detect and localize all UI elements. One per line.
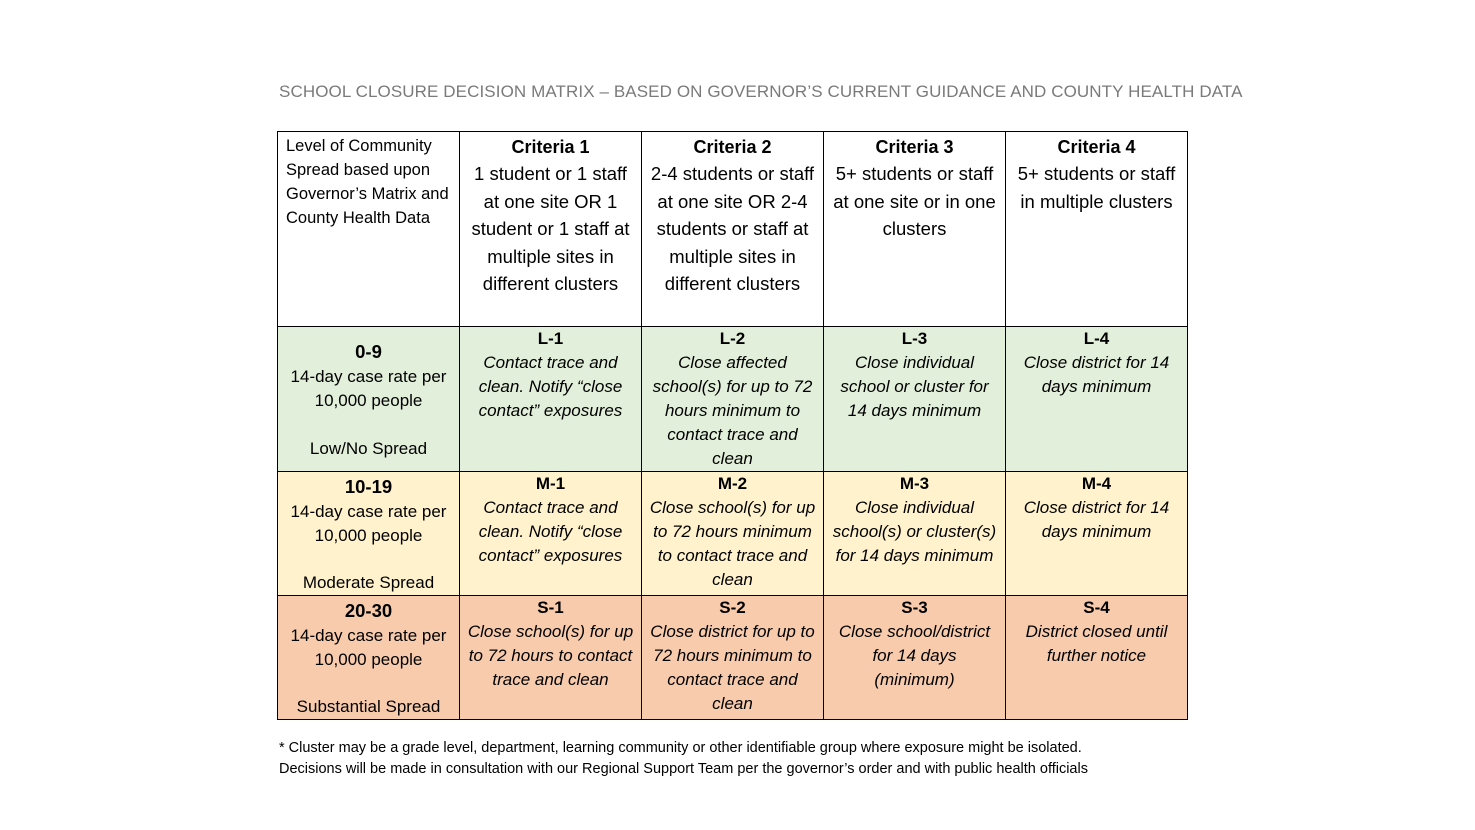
case-rate-range: 10-19 [344, 476, 393, 497]
case-rate-label: 14-day case rate per 10,000 people [290, 626, 447, 669]
action-code: L-1 [537, 329, 564, 348]
action-text: Close individual school(s) or cluster(s)… [832, 498, 997, 565]
footnote: * Cluster may be a grade level, departme… [279, 738, 1279, 780]
spread-level-label: Substantial Spread [296, 697, 441, 716]
action-cell: L-3 Close individual school or cluster f… [823, 326, 1006, 472]
action-cell: L-1 Contact trace and clean. Notify “clo… [459, 326, 642, 472]
spread-level-label: Low/No Spread [309, 439, 428, 458]
action-code: M-4 [1081, 474, 1112, 493]
action-text: Contact trace and clean. Notify “close c… [478, 353, 623, 420]
case-rate-label: 14-day case rate per 10,000 people [290, 367, 447, 410]
action-text: District closed until further notice [1025, 622, 1168, 665]
criteria-header: Criteria 3 5+ students or staff at one s… [823, 131, 1006, 327]
decision-matrix-table: Level of Community Spread based upon Gov… [277, 131, 1188, 720]
action-cell: S-2 Close district for up to 72 hours mi… [641, 595, 824, 720]
action-code: M-3 [899, 474, 930, 493]
criteria-description: 5+ students or staff in multiple cluster… [1017, 163, 1176, 212]
level-row-low: 0-9 14-day case rate per 10,000 people L… [277, 326, 1188, 472]
criteria-description: 5+ students or staff at one site or in o… [833, 163, 996, 239]
action-text: Close school(s) for up to 72 hours to co… [467, 622, 634, 689]
action-code: S-2 [719, 598, 746, 617]
action-cell: M-1 Contact trace and clean. Notify “clo… [459, 471, 642, 596]
criteria-title: Criteria 4 [1057, 137, 1136, 157]
action-code: S-1 [537, 598, 564, 617]
action-code: M-2 [717, 474, 748, 493]
footnote-line: Decisions will be made in consultation w… [279, 761, 1088, 777]
action-text: Close affected school(s) for up to 72 ho… [652, 353, 813, 468]
criteria-title: Criteria 3 [875, 137, 954, 157]
action-cell: S-4 District closed until further notice [1005, 595, 1188, 720]
action-cell: L-2 Close affected school(s) for up to 7… [641, 326, 824, 472]
criteria-description: 2-4 students or staff at one site OR 2-4… [650, 163, 815, 294]
action-text: Close district for 14 days minimum [1023, 498, 1170, 541]
level-cell: 10-19 14-day case rate per 10,000 people… [277, 471, 460, 596]
action-code: S-3 [901, 598, 928, 617]
action-code: M-1 [535, 474, 566, 493]
action-code: L-4 [1083, 329, 1110, 348]
footnote-line: * Cluster may be a grade level, departme… [279, 740, 1082, 756]
page-title: SCHOOL CLOSURE DECISION MATRIX – BASED O… [279, 82, 1243, 101]
action-cell: M-3 Close individual school(s) or cluste… [823, 471, 1006, 596]
action-code: L-2 [719, 329, 746, 348]
action-text: Close district for up to 72 hours minimu… [650, 622, 815, 713]
action-text: Close district for 14 days minimum [1023, 353, 1170, 396]
level-cell: 20-30 14-day case rate per 10,000 people… [277, 595, 460, 720]
action-code: S-4 [1083, 598, 1110, 617]
criteria-header: Criteria 2 2-4 students or staff at one … [641, 131, 824, 327]
action-text: Close individual school or cluster for 1… [840, 353, 989, 420]
criteria-title: Criteria 1 [511, 137, 590, 157]
criteria-header: Criteria 4 5+ students or staff in multi… [1005, 131, 1188, 327]
case-rate-label: 14-day case rate per 10,000 people [290, 502, 447, 545]
level-row-substantial: 20-30 14-day case rate per 10,000 people… [277, 595, 1188, 720]
criteria-header: Criteria 1 1 student or 1 staff at one s… [459, 131, 642, 327]
action-cell: L-4 Close district for 14 days minimum [1005, 326, 1188, 472]
action-cell: S-3 Close school/district for 14 days (m… [823, 595, 1006, 720]
case-rate-range: 20-30 [344, 600, 393, 621]
criteria-description: 1 student or 1 staff at one site OR 1 st… [471, 163, 630, 294]
action-text: Contact trace and clean. Notify “close c… [478, 498, 623, 565]
action-cell: M-4 Close district for 14 days minimum [1005, 471, 1188, 596]
action-code: L-3 [901, 329, 928, 348]
action-text: Close school/district for 14 days (minim… [838, 622, 991, 689]
action-text: Close school(s) for up to 72 hours minim… [649, 498, 816, 589]
corner-header: Level of Community Spread based upon Gov… [277, 131, 460, 327]
action-cell: S-1 Close school(s) for up to 72 hours t… [459, 595, 642, 720]
spread-level-label: Moderate Spread [302, 573, 435, 592]
level-row-moderate: 10-19 14-day case rate per 10,000 people… [277, 471, 1188, 596]
criteria-title: Criteria 2 [693, 137, 772, 157]
header-row: Level of Community Spread based upon Gov… [277, 131, 1188, 327]
case-rate-range: 0-9 [355, 341, 382, 362]
action-cell: M-2 Close school(s) for up to 72 hours m… [641, 471, 824, 596]
level-cell: 0-9 14-day case rate per 10,000 people L… [277, 326, 460, 472]
